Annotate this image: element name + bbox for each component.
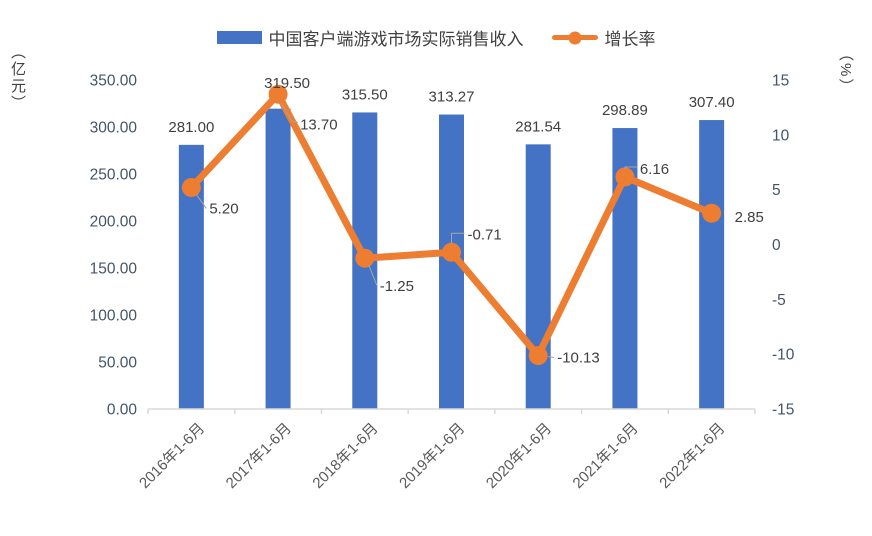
growth-point-2016年1-6月 (181, 177, 201, 197)
right-axis-title: （%） (837, 46, 854, 96)
right-axis-tick-label: -15 (772, 402, 794, 419)
label-leader-line (368, 265, 378, 286)
right-axis-tick-label: 0 (772, 237, 781, 254)
growth-point-2022年1-6月 (702, 203, 722, 223)
revenue-label: 298.89 (602, 102, 648, 119)
growth-point-2021年1-6月 (615, 167, 635, 187)
growth-label: -1.25 (380, 278, 414, 295)
left-axis-tick-label: 250.00 (90, 167, 138, 184)
growth-label: 5.20 (209, 200, 238, 217)
right-axis-tick-label: -10 (772, 347, 795, 364)
left-axis-tick-label: 350.00 (90, 73, 138, 90)
left-axis-title: （亿元） (9, 44, 26, 112)
x-axis-label: 2016年1-6月 (136, 420, 208, 492)
revenue-label: 313.27 (429, 89, 475, 106)
line-series-dot (568, 31, 581, 44)
growth-label: -10.13 (557, 350, 600, 367)
x-axis-label: 2019年1-6月 (396, 420, 468, 492)
legend-item-growth: 增长率 (551, 25, 656, 50)
left-axis-tick-label: 100.00 (90, 308, 138, 325)
growth-point-2020年1-6月 (528, 346, 548, 366)
growth-label: -0.71 (468, 226, 502, 243)
label-leader-line (451, 232, 465, 244)
label-leader-line (195, 194, 207, 209)
bar-series-label: 中国客户端游戏市场实际销售收入 (268, 30, 524, 49)
label-leader-line (280, 102, 299, 123)
right-axis-tick-label: 5 (772, 182, 781, 199)
bar-2022年1-6月 (699, 120, 725, 409)
legend-item-revenue: 中国客户端游戏市场实际销售收入 (216, 25, 524, 50)
revenue-label: 281.00 (168, 119, 214, 136)
bar-series-swatch (216, 31, 262, 44)
left-axis-tick-label: 150.00 (90, 261, 138, 278)
growth-label: 2.85 (735, 209, 764, 226)
growth-label: 13.70 (300, 116, 338, 133)
right-axis-tick-label: 10 (772, 127, 790, 144)
right-axis-tick-label: 15 (772, 73, 789, 90)
legend: 中国客户端游戏市场实际销售收入 增长率 (0, 25, 872, 50)
x-axis-label: 2018年1-6月 (309, 420, 381, 492)
label-leader-line (548, 356, 555, 359)
bar-2017年1-6月 (265, 108, 291, 410)
revenue-label: 319.50 (264, 75, 310, 92)
revenue-label: 281.54 (515, 118, 561, 135)
growth-label: 6.16 (640, 161, 669, 178)
revenue-label: 315.50 (342, 86, 388, 103)
line-series-swatch (551, 31, 598, 44)
x-axis-label: 2017年1-6月 (223, 420, 295, 492)
x-axis-label: 2020年1-6月 (483, 420, 555, 492)
x-axis-label: 2022年1-6月 (656, 420, 728, 492)
left-axis-tick-label: 50.00 (98, 355, 137, 372)
x-axis-label: 2021年1-6月 (570, 420, 642, 492)
left-axis-tick-label: 200.00 (90, 214, 138, 231)
label-leader-line (624, 166, 637, 169)
bar-2020年1-6月 (525, 144, 551, 409)
left-axis-tick-label: 0.00 (107, 402, 138, 419)
line-series-label: 增长率 (604, 30, 656, 49)
right-axis-tick-label: -5 (772, 292, 786, 309)
growth-point-2017年1-6月 (268, 84, 288, 104)
growth-point-2019年1-6月 (442, 242, 461, 262)
growth-point-2018年1-6月 (355, 248, 375, 268)
revenue-label: 307.40 (689, 94, 735, 111)
left-axis-tick-label: 300.00 (90, 120, 138, 137)
